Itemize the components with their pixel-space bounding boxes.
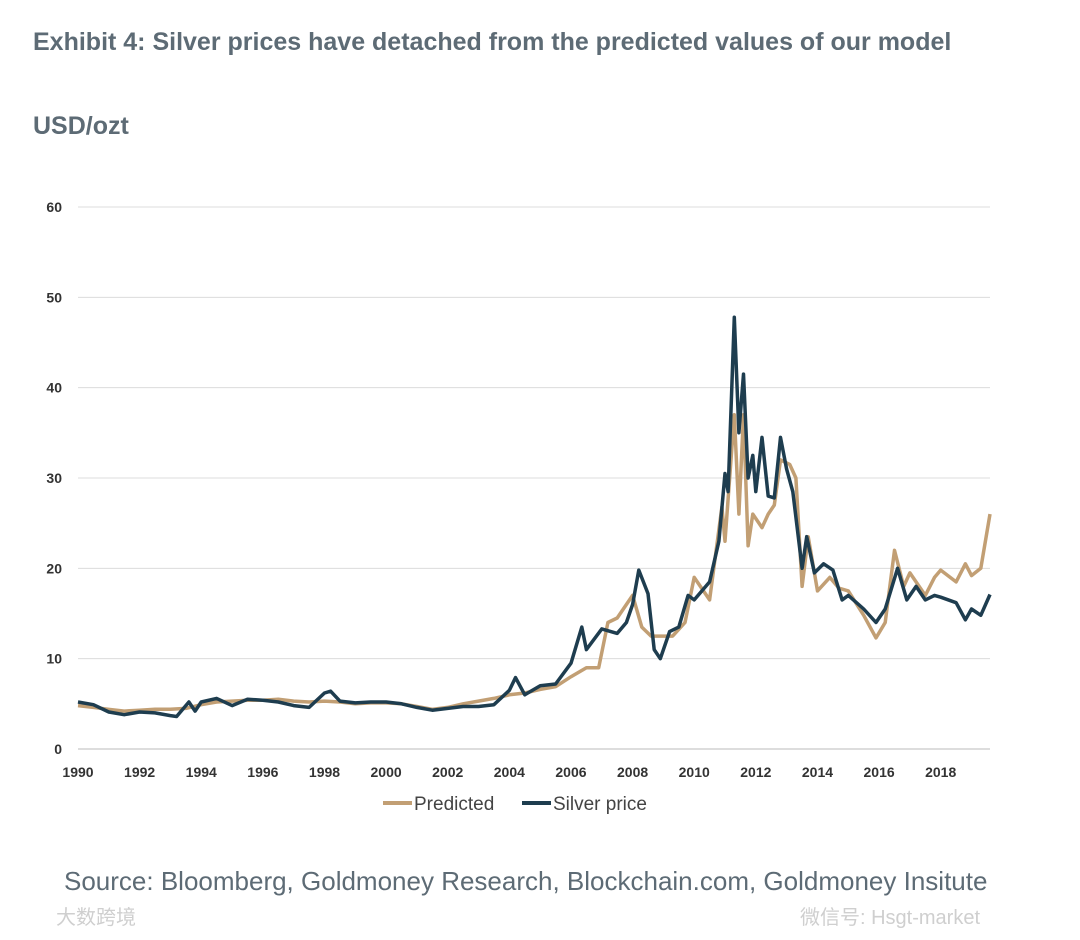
y-tick-label: 40 xyxy=(46,380,62,396)
watermark-logo: 大数跨境 xyxy=(56,907,136,929)
y-tick-label: 20 xyxy=(46,560,62,576)
x-tick-label: 2000 xyxy=(371,764,402,780)
chart-title: Exhibit 4: Silver prices have detached f… xyxy=(33,28,952,56)
watermark-wechat: 微信号: Hsgt-market xyxy=(800,907,981,929)
x-tick-label: 2018 xyxy=(925,764,956,780)
silver-price-line xyxy=(77,315,992,719)
series-lines xyxy=(77,315,992,719)
x-tick-label: 1996 xyxy=(247,764,278,780)
predicted-line xyxy=(77,413,992,713)
x-tick-label: 1998 xyxy=(309,764,340,780)
y-axis-ticks: 0 10 20 30 40 50 60 xyxy=(46,199,62,757)
x-tick-label: 2012 xyxy=(740,764,771,780)
x-tick-label: 2010 xyxy=(679,764,710,780)
y-axis-unit-label: USD/ozt xyxy=(33,112,129,140)
x-tick-label: 1994 xyxy=(186,764,217,780)
x-tick-label: 2006 xyxy=(555,764,586,780)
x-tick-label: 2014 xyxy=(802,764,833,780)
x-tick-label: 2008 xyxy=(617,764,648,780)
x-tick-label: 2016 xyxy=(864,764,895,780)
y-tick-label: 30 xyxy=(46,470,62,486)
x-tick-label: 1990 xyxy=(62,764,93,780)
line-chart: 0 10 20 30 40 50 60 1990 1992 1994 1996 1998 2000 20… xyxy=(46,199,992,815)
x-tick-label: 1992 xyxy=(124,764,155,780)
source-note: Source: Bloomberg, Goldmoney Research, B… xyxy=(64,866,988,896)
x-tick-label: 2004 xyxy=(494,764,525,780)
y-tick-label: 50 xyxy=(46,289,62,305)
legend-label-silver-price: Silver price xyxy=(553,794,647,815)
y-tick-label: 10 xyxy=(46,651,62,667)
gridlines xyxy=(78,206,990,750)
y-tick-label: 60 xyxy=(46,199,62,215)
y-tick-label: 0 xyxy=(54,741,62,757)
legend: Predicted Silver price xyxy=(383,794,647,815)
legend-label-predicted: Predicted xyxy=(414,794,494,815)
x-axis-ticks: 1990 1992 1994 1996 1998 2000 2002 2004 2006 2008… xyxy=(62,764,956,780)
x-tick-label: 2002 xyxy=(432,764,463,780)
